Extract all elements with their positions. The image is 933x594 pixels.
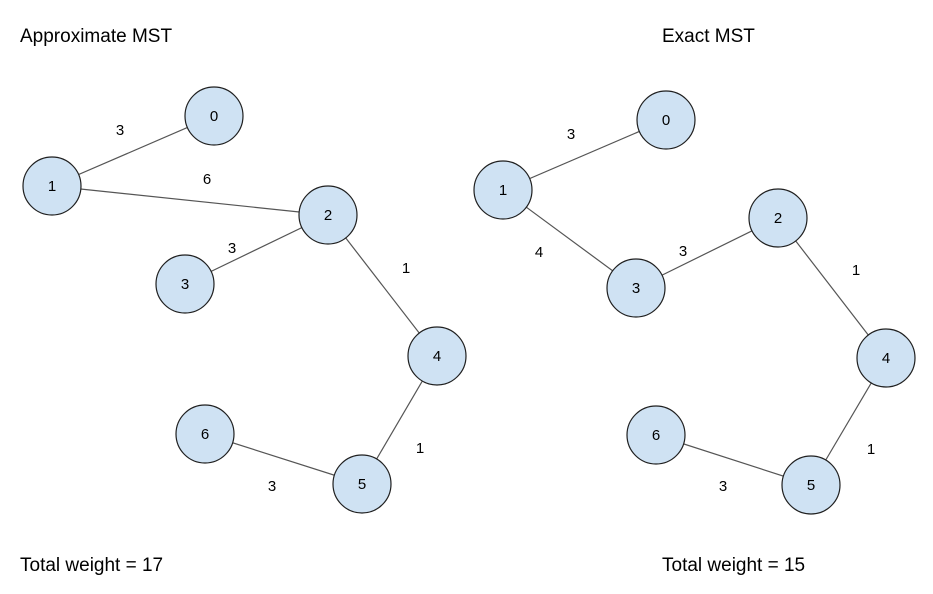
approx-node-circle-3 (155, 254, 215, 314)
approx-edge-weight-1-0: 3 (116, 122, 124, 139)
exact-node-label-4: 4 (882, 350, 890, 367)
exact-edge-weight-1-0: 3 (567, 126, 575, 143)
exact-node-circle-5 (781, 455, 841, 515)
exact-node-5: 5 (781, 455, 841, 515)
approx-node-5: 5 (332, 454, 392, 514)
approx-node-label-3: 3 (181, 276, 189, 293)
exact-node-6: 6 (626, 405, 686, 465)
approx-node-label-1: 1 (48, 178, 56, 195)
exact-edge-weight-2-4: 1 (852, 262, 860, 279)
exact-mst-title: Exact MST (662, 26, 755, 47)
exact-total-weight: Total weight = 15 (662, 555, 806, 576)
exact-node-label-5: 5 (807, 477, 815, 494)
approx-node-0: 0 (184, 86, 244, 146)
approx-node-label-2: 2 (324, 207, 332, 224)
exact-node-3: 3 (606, 258, 666, 318)
exact-node-2: 2 (748, 188, 808, 248)
exact-edge-weight-4-5: 1 (867, 441, 875, 458)
approx-edge-2-4 (327, 214, 438, 357)
exact-node-circle-6 (626, 405, 686, 465)
exact-node-label-3: 3 (632, 280, 640, 297)
approx-total-weight: Total weight = 17 (20, 555, 164, 576)
exact-node-0: 0 (636, 90, 696, 150)
approx-node-circle-2 (298, 185, 358, 245)
approx-edge-weight-1-2: 6 (203, 171, 211, 188)
approx-node-circle-5 (332, 454, 392, 514)
approx-node-4: 4 (407, 326, 467, 386)
exact-node-circle-1 (473, 160, 533, 220)
exact-node-label-6: 6 (652, 427, 660, 444)
approx-node-circle-0 (184, 86, 244, 146)
exact-mst-graph: 3 4 3 1 1 3 0 1 2 3 4 5 6 (473, 90, 916, 515)
approx-node-2: 2 (298, 185, 358, 245)
exact-node-label-0: 0 (662, 112, 670, 129)
exact-node-1: 1 (473, 160, 533, 220)
approx-node-label-5: 5 (358, 476, 366, 493)
approx-node-circle-4 (407, 326, 467, 386)
approx-edge-1-2 (51, 185, 329, 216)
exact-node-circle-3 (606, 258, 666, 318)
exact-edge-weight-6-5: 3 (719, 478, 727, 495)
approx-node-6: 6 (175, 404, 235, 464)
exact-edge-weight-1-3: 4 (535, 244, 543, 261)
approx-mst-graph: 3 6 3 1 1 3 0 1 2 3 4 5 6 (22, 86, 467, 514)
approx-node-circle-1 (22, 156, 82, 216)
approx-node-1: 1 (22, 156, 82, 216)
approx-node-circle-6 (175, 404, 235, 464)
exact-node-circle-2 (748, 188, 808, 248)
exact-node-circle-0 (636, 90, 696, 150)
approx-edge-weight-3-2: 3 (228, 240, 236, 257)
exact-node-circle-4 (856, 328, 916, 388)
approx-node-label-6: 6 (201, 426, 209, 443)
approx-node-3: 3 (155, 254, 215, 314)
approx-edge-weight-2-4: 1 (402, 260, 410, 277)
approx-node-label-0: 0 (210, 108, 218, 125)
exact-node-label-1: 1 (499, 182, 507, 199)
exact-node-label-2: 2 (774, 210, 782, 227)
approx-mst-title: Approximate MST (20, 26, 173, 47)
exact-edge-weight-3-2: 3 (679, 243, 687, 260)
approx-edge-weight-4-5: 1 (416, 440, 424, 457)
approx-node-label-4: 4 (433, 348, 441, 365)
approx-edge-weight-6-5: 3 (268, 478, 276, 495)
exact-node-4: 4 (856, 328, 916, 388)
